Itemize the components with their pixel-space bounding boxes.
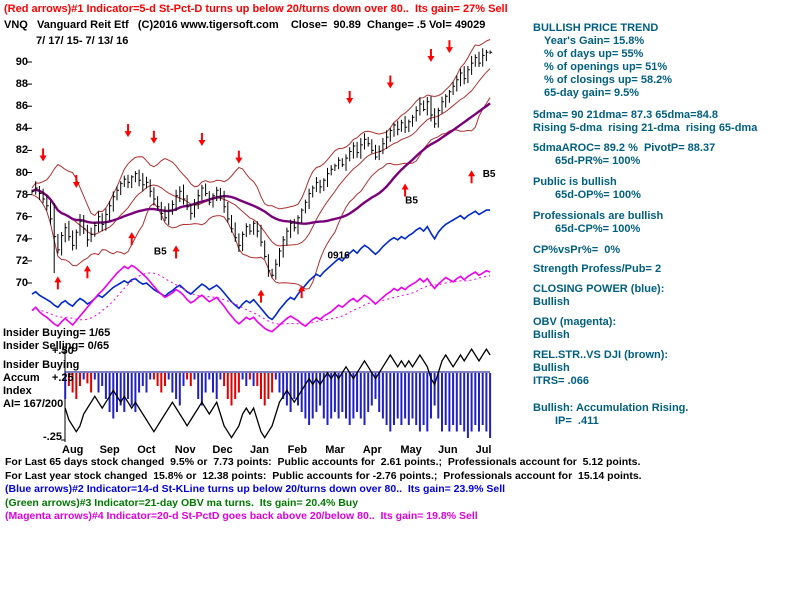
- price-tick-label: 82: [15, 144, 28, 157]
- right-panel-line: OBV (magenta):: [533, 316, 617, 328]
- right-panel-line: CP%vsPr%= 0%: [533, 244, 621, 256]
- month-label: Sep: [99, 444, 120, 456]
- price-tick-label: 80: [15, 166, 28, 179]
- right-panel-line: Bullish: [533, 329, 570, 341]
- month-label: Nov: [174, 444, 196, 456]
- scale-label-minus25: -.25: [43, 431, 62, 443]
- month-label: Oct: [137, 444, 156, 456]
- svg-text:0916: 0916: [328, 251, 351, 262]
- right-panel-line: Bullish: [533, 362, 570, 374]
- right-panel-line: Bullish: Accumulation Rising.: [533, 402, 689, 414]
- price-tick-label: 74: [15, 232, 28, 245]
- month-label: Dec: [212, 444, 233, 456]
- right-panel-line: CLOSING POWER (blue):: [533, 283, 665, 295]
- indicator1-legend: (Red arrows)#1 Indicator=5-d St-Pct-D tu…: [4, 3, 508, 15]
- footer-line: (Blue arrows)#2 Indicator=14-d St-KLine …: [5, 483, 506, 496]
- accum-histogram: [64, 373, 492, 438]
- buy-arrows: [54, 170, 476, 303]
- right-panel-line: % of days up= 55%: [544, 48, 644, 60]
- month-label: Jul: [475, 444, 492, 456]
- right-panel-line: % of openings up= 51%: [544, 61, 668, 73]
- footer-line: (Green arrows)#3 Indicator=21-day OBV ma…: [5, 496, 359, 509]
- price-tick-label: 88: [15, 78, 28, 91]
- date-range: 7/ 17/ 15- 7/ 13/ 16: [36, 35, 129, 47]
- right-panel-line: 65d-CP%= 100%: [555, 223, 641, 235]
- accum-index-reading: AI= 167/200: [3, 398, 64, 410]
- month-label: Mar: [325, 444, 345, 456]
- price-tick-label: 72: [15, 254, 28, 267]
- price-tick-label: 90: [15, 56, 28, 68]
- accum-pane-label-1: Insider Buying: [3, 359, 80, 371]
- right-panel-line: Public is bullish: [533, 176, 617, 188]
- sell-arrows: [39, 40, 453, 188]
- scale-label-plus50: +.50: [52, 345, 74, 357]
- right-panel-line: 65d-PR%= 100%: [555, 155, 641, 167]
- right-panel-line: Bullish: [533, 296, 570, 308]
- month-label: Feb: [287, 444, 308, 456]
- right-panel-line: ITRS= .066: [533, 375, 589, 387]
- footer-line: (Magenta arrows)#4 Indicator=20-d St-Pct…: [5, 510, 478, 523]
- price-tick-label: 70: [15, 277, 28, 289]
- accum-pane-label-3: Index: [3, 385, 32, 397]
- obv-line: [31, 264, 491, 333]
- price-bars: [31, 48, 493, 280]
- price-axis-ticks: [27, 61, 32, 284]
- month-label: Jan: [250, 444, 269, 456]
- price-tick-label: 76: [15, 210, 28, 223]
- insider-buying-count: Insider Buying= 1/65: [3, 327, 111, 339]
- ticker-summary: VNQ Vanguard Reit Etf (C)2016 www.tigers…: [4, 19, 486, 31]
- right-panel-line: Strength Profess/Pub= 2: [533, 263, 662, 275]
- right-panel-line: 5dma= 90 21dma= 87.3 65dma=84.8: [533, 109, 718, 121]
- right-panel-line: % of closings up= 58.2%: [544, 74, 673, 86]
- svg-text:B5: B5: [483, 169, 496, 180]
- accum-pane-label-2: Accum +.25: [3, 372, 74, 384]
- right-panel-line: IP= .411: [555, 415, 599, 427]
- right-panel-line: 65-day gain= 9.5%: [544, 87, 640, 99]
- insider-selling-count: Insider Selling= 0/65: [3, 340, 110, 352]
- footer: For Last 65 days stock changed 9.5% or 7…: [5, 456, 642, 524]
- month-label: Apr: [362, 444, 382, 456]
- right-panel-line: 5dmaAROC= 89.2 % PivotP= 88.37: [533, 142, 716, 154]
- price-tick-label: 86: [15, 100, 28, 113]
- price-bands: [31, 39, 491, 290]
- month-label: Aug: [62, 444, 84, 456]
- footer-line: For Last 65 days stock changed 9.5% or 7…: [5, 456, 641, 468]
- price-tick-label: 78: [15, 188, 28, 201]
- footer-line: For Last year stock changed 15.8% or 12.…: [5, 469, 642, 482]
- svg-text:B5: B5: [405, 195, 418, 206]
- month-label: Jun: [438, 444, 458, 456]
- month-axis: Aug Sep Oct Nov Dec Jan Feb Mar Apr May Jun Jul: [0, 444, 540, 458]
- right-panel-line: REL.STR..VS DJI (brown):: [533, 349, 669, 361]
- price-tick-label: 84: [15, 122, 28, 135]
- month-label: May: [400, 444, 422, 456]
- right-panel-line: Year's Gain= 15.8%: [544, 35, 645, 47]
- ma-65-line: [31, 102, 491, 225]
- svg-text:B5: B5: [154, 246, 167, 257]
- closing-power-line: [31, 209, 491, 321]
- relstr-line: [64, 347, 491, 439]
- right-panel-line: BULLISH PRICE TREND: [533, 22, 659, 34]
- right-panel: BULLISH PRICE TREND Year's Gain= 15.8%% o…: [533, 22, 799, 428]
- right-panel-line: 65d-OP%= 100%: [555, 189, 641, 201]
- right-panel-line: Rising 5-dma rising 21-dma rising 65-dma: [533, 122, 758, 134]
- right-panel-line: Professionals are bullish: [533, 210, 664, 222]
- chart-annotations: B5 0916 B5 B5: [154, 169, 496, 262]
